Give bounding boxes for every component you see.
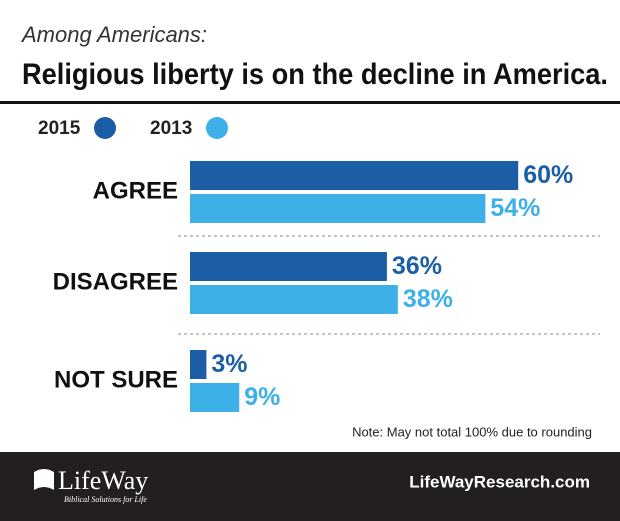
category-label: NOT SURE bbox=[54, 366, 178, 393]
legend-marker bbox=[94, 117, 116, 139]
chart-title: Religious liberty is on the decline in A… bbox=[22, 58, 608, 91]
value-label: 38% bbox=[403, 285, 453, 313]
chart-subtitle: Among Americans: bbox=[20, 22, 207, 47]
title-rule bbox=[0, 101, 620, 104]
bar bbox=[190, 252, 387, 281]
value-label: 9% bbox=[244, 383, 280, 411]
bar bbox=[190, 383, 240, 412]
bar bbox=[190, 161, 519, 190]
bar bbox=[190, 285, 398, 314]
legend-marker bbox=[206, 117, 228, 139]
bar bbox=[190, 194, 486, 223]
value-label: 54% bbox=[490, 194, 540, 222]
logo-tagline: Biblical Solutions for Life bbox=[64, 495, 147, 504]
category-label: DISAGREE bbox=[53, 268, 178, 295]
bar bbox=[190, 350, 207, 379]
category-label: AGREE bbox=[93, 177, 178, 204]
value-label: 3% bbox=[211, 350, 247, 378]
footer-url: LifeWayResearch.com bbox=[409, 472, 590, 491]
logo: LifeWay Biblical Solutions for Life bbox=[34, 466, 148, 504]
value-label: 36% bbox=[392, 252, 442, 280]
logo-text: LifeWay bbox=[58, 466, 148, 495]
value-label: 60% bbox=[523, 161, 573, 189]
legend-label: 2015 bbox=[38, 118, 81, 139]
note: Note: May not total 100% due to rounding bbox=[352, 424, 592, 439]
logo-icon bbox=[34, 469, 54, 490]
legend-label: 2013 bbox=[150, 118, 192, 139]
footer-band bbox=[0, 452, 620, 521]
